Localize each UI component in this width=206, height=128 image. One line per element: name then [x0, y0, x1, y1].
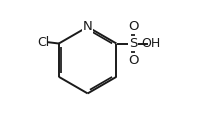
Text: N: N	[83, 20, 92, 33]
Text: OH: OH	[141, 37, 160, 50]
Text: O: O	[128, 54, 138, 67]
Text: Cl: Cl	[38, 36, 50, 49]
Text: S: S	[129, 37, 137, 50]
Text: O: O	[128, 20, 138, 33]
